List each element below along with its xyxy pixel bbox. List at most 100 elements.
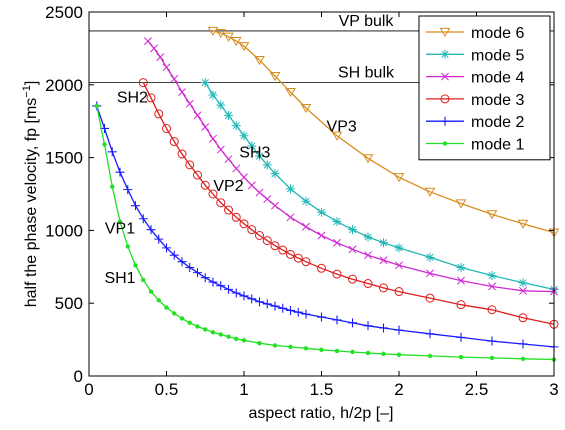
x-tick-label: 1 [239, 380, 248, 399]
data-point [317, 312, 326, 322]
data-point [456, 263, 466, 273]
data-point [125, 244, 130, 249]
data-point [193, 268, 202, 278]
data-point [247, 294, 257, 304]
data-point [208, 90, 218, 100]
data-point [348, 274, 357, 284]
data-point [395, 261, 403, 270]
data-point [216, 145, 225, 154]
y-axis-label: half the phase velocity, fp [ms−1] [21, 81, 40, 308]
data-point [285, 87, 296, 98]
data-point [193, 170, 202, 180]
legend-label: mode 5 [471, 47, 524, 64]
data-point [520, 356, 526, 362]
data-point [224, 284, 233, 294]
data-point [425, 252, 435, 262]
data-point [302, 222, 310, 231]
data-point [379, 238, 388, 248]
data-point [319, 347, 324, 352]
x-tick-label: 0.5 [155, 380, 179, 399]
data-point [381, 351, 386, 357]
data-point [231, 288, 241, 298]
data-point [162, 243, 171, 253]
data-point [154, 109, 164, 119]
data-point [278, 303, 288, 313]
legend: mode 6 mode 5 mode 4 mode 3 mode 2 mode 1 [418, 15, 551, 161]
data-point [123, 185, 133, 195]
data-point [286, 305, 295, 315]
data-point [169, 137, 179, 147]
axis-ticks: 0 0.5 1 1.5 2 2.5 3 0 500 1000 1500 2000 2500 [45, 3, 559, 399]
series-layer [92, 26, 560, 362]
data-point [240, 173, 248, 182]
data-point [162, 123, 171, 133]
data-point [272, 343, 278, 348]
series-mode-6 [207, 26, 560, 238]
data-point [350, 349, 355, 355]
data-point [379, 256, 388, 265]
data-point [518, 339, 528, 349]
data-point [487, 271, 497, 281]
data-point [209, 134, 217, 143]
legend-item-mode-2: mode 2 [426, 114, 524, 131]
data-point [208, 277, 218, 287]
data-point [425, 329, 435, 339]
x-tick-label: 0 [84, 380, 93, 399]
annotation-sh1: SH1 [104, 270, 135, 287]
data-point [131, 201, 140, 211]
legend-label: mode 4 [471, 70, 524, 87]
data-point [239, 131, 249, 141]
data-point [177, 257, 187, 267]
y-tick-label: 500 [55, 294, 83, 313]
data-point [364, 251, 372, 260]
data-point [102, 142, 107, 147]
data-point [224, 155, 233, 164]
data-point [332, 217, 342, 227]
data-point [269, 71, 281, 82]
y-tick-label: 2000 [45, 76, 83, 95]
data-point [257, 341, 262, 346]
data-point [241, 338, 247, 343]
data-point [178, 88, 186, 97]
series-line-3 [142, 82, 555, 325]
x-tick-label: 1.5 [310, 380, 334, 399]
data-point [133, 263, 138, 268]
annotation-vp3: VP3 [327, 118, 357, 135]
data-point [293, 307, 303, 317]
legend-marker [439, 27, 451, 38]
data-point [138, 214, 148, 224]
data-point [239, 219, 249, 229]
data-point [379, 323, 388, 333]
data-point [107, 147, 117, 157]
data-point [457, 276, 465, 285]
data-point [201, 123, 210, 131]
data-point [247, 181, 256, 190]
data-point [216, 198, 226, 208]
data-point [254, 55, 265, 66]
reference-line-label-1: SH bulk [338, 65, 395, 82]
data-point [238, 42, 250, 52]
data-point [138, 78, 148, 88]
y-axis-label-sup: −1 [21, 85, 33, 98]
data-point [255, 230, 264, 240]
series-mode-5 [200, 78, 559, 294]
data-point [424, 187, 436, 197]
series-mode-3 [138, 78, 559, 329]
data-point [185, 160, 195, 170]
data-point [362, 154, 374, 164]
legend-marker [441, 72, 449, 81]
data-point [270, 169, 280, 179]
data-point [224, 205, 233, 215]
data-point [156, 53, 165, 62]
data-point [200, 273, 210, 283]
data-point [223, 32, 234, 42]
data-point [193, 111, 202, 120]
reference-line-label-0: VP bulk [339, 13, 395, 30]
legend-label: mode 3 [471, 92, 524, 109]
data-point [271, 201, 279, 210]
data-point [231, 212, 241, 222]
data-point [394, 287, 404, 297]
x-tick-label: 3 [549, 380, 558, 399]
data-point [301, 196, 311, 206]
